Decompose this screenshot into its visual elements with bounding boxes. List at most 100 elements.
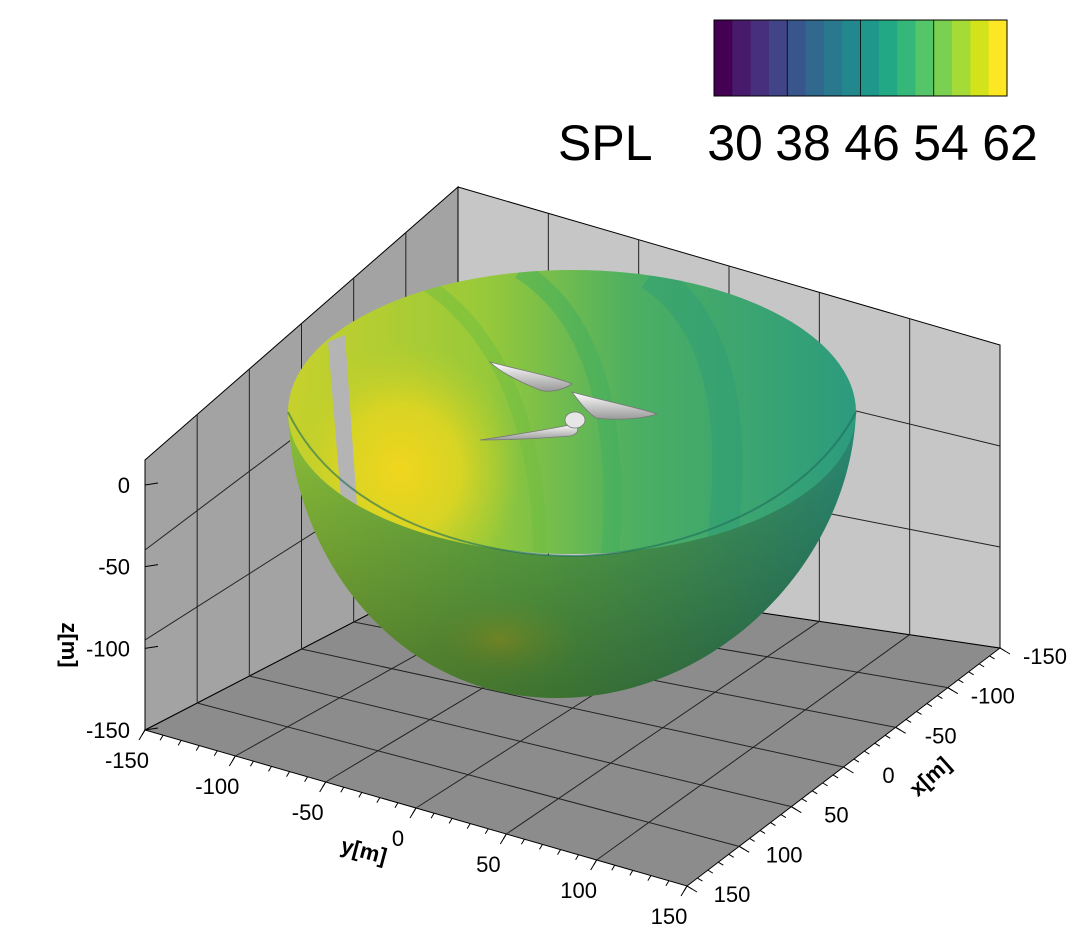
y-minor-tick — [466, 823, 471, 829]
x-tick-label: -50 — [925, 723, 957, 748]
interior-contour-2 — [515, 270, 622, 554]
x-minor-tick — [978, 663, 985, 668]
x-minor-tick — [728, 853, 734, 858]
x-minor-tick — [958, 679, 964, 684]
x-minor-tick — [822, 782, 828, 787]
colorbar-swatch — [787, 20, 807, 96]
x-minor-tick — [926, 703, 933, 707]
floor-grid-line — [596, 634, 910, 861]
x-minor-tick — [999, 647, 1006, 652]
x-minor-tick — [759, 830, 766, 834]
y-axis-title: y[m] — [338, 833, 389, 869]
y-minor-tick — [575, 854, 580, 861]
x-minor-tick — [780, 814, 787, 819]
colorbar-swatch — [750, 20, 770, 96]
y-minor-tick — [268, 766, 272, 772]
y-tick-label: 100 — [560, 878, 597, 903]
x-tick-label: 100 — [766, 842, 803, 867]
colorbar-swatch — [714, 20, 733, 96]
interior-contour-1 — [416, 274, 547, 554]
y-minor-tick — [647, 875, 652, 881]
y-minor-tick — [231, 755, 236, 762]
x-tick-label: 50 — [824, 803, 848, 828]
y-tick-label: 50 — [476, 852, 500, 877]
y-minor-tick — [195, 745, 200, 751]
colorbar-swatch — [732, 20, 752, 96]
blade-right — [570, 391, 659, 420]
colorbar-swatch — [933, 20, 953, 96]
y-minor-tick — [539, 844, 543, 850]
x-minor-tick — [770, 822, 776, 826]
z-axis-title: z[m] — [57, 622, 82, 667]
x-axis-title: x[m] — [904, 752, 955, 802]
y-minor-tick — [593, 859, 598, 866]
x-minor-tick — [905, 718, 912, 723]
y-minor-tick — [611, 864, 616, 871]
colorbar-tick-label: 46 — [844, 115, 900, 171]
colorbar-swatch — [897, 20, 916, 96]
colorbar-tick-label: 30 — [707, 115, 763, 171]
x-minor-tick — [989, 655, 995, 660]
y-tick-label: 150 — [651, 904, 688, 929]
y-minor-tick — [286, 771, 290, 777]
x-minor-tick — [864, 750, 870, 755]
y-minor-tick — [520, 838, 525, 845]
z-tick-mark — [144, 482, 159, 486]
colorbar — [713, 19, 1008, 97]
y-minor-tick — [177, 740, 182, 746]
x-tick-label: -150 — [1023, 644, 1067, 669]
z-tick-label: 0 — [118, 473, 130, 498]
x-minor-tick — [686, 885, 693, 890]
x-minor-tick — [843, 766, 849, 771]
x-tick-label: -100 — [971, 684, 1015, 709]
y-minor-tick — [159, 734, 164, 741]
interior-contour-3 — [641, 270, 743, 554]
y-tick-label: -150 — [105, 748, 149, 773]
colorbar-swatch — [970, 20, 990, 96]
y-minor-tick — [213, 750, 218, 757]
z-axis: 0 -50 -100 -150 — [86, 473, 159, 743]
y-minor-tick — [340, 786, 345, 793]
turbine-hub — [564, 411, 586, 429]
colorbar-swatch — [768, 20, 788, 96]
colorbar-swatch — [988, 20, 1008, 96]
x-minor-tick — [937, 695, 943, 700]
x-minor-tick — [884, 734, 891, 739]
y-tick-label: -100 — [195, 774, 239, 799]
colorbar-swatch — [823, 20, 843, 96]
y-minor-tick — [358, 792, 363, 798]
x-minor-tick — [811, 790, 818, 795]
x-minor-tick — [832, 774, 839, 779]
x-minor-tick — [968, 671, 974, 676]
x-minor-tick — [895, 726, 901, 731]
colorbar-swatch — [878, 20, 898, 96]
x-tick-label: 0 — [882, 763, 894, 788]
x-minor-tick — [801, 798, 808, 803]
y-minor-tick — [394, 802, 399, 809]
y-minor-tick — [249, 760, 254, 767]
colorbar-swatch — [915, 20, 935, 96]
y-minor-tick — [322, 781, 327, 788]
blade-upper — [488, 361, 573, 392]
y-tick-label: -50 — [292, 800, 324, 825]
colorbar-tick-label: 54 — [913, 115, 969, 171]
y-minor-tick — [629, 870, 634, 876]
y-axis: -150 -100 -50 0 50 100 150 — [105, 729, 688, 929]
x-minor-tick — [853, 758, 860, 763]
y-minor-tick — [484, 828, 489, 835]
y-minor-tick — [502, 833, 507, 840]
x-minor-tick — [738, 845, 745, 850]
x-axis: -150 -100 -50 0 50 100 150 — [686, 644, 1067, 907]
x-tick-label: 150 — [714, 882, 751, 907]
x-minor-tick — [697, 877, 703, 882]
y-minor-tick — [665, 880, 670, 887]
x-minor-tick — [707, 869, 714, 874]
colorbar-swatch — [860, 20, 880, 96]
z-tick-label: -150 — [86, 718, 130, 743]
z-tick-label: -100 — [86, 636, 130, 661]
turbine-blades — [479, 361, 659, 441]
y-minor-tick — [683, 885, 688, 892]
z-tick-mark — [144, 645, 159, 649]
z-tick-mark — [144, 564, 159, 568]
